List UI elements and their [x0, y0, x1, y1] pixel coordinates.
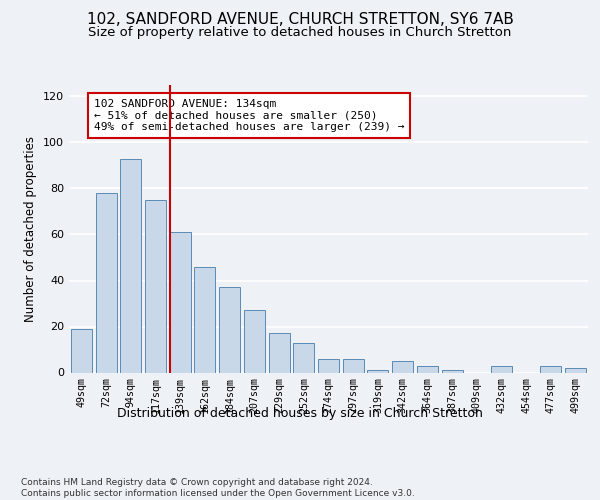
Bar	[145, 200, 166, 372]
Text: 102, SANDFORD AVENUE, CHURCH STRETTON, SY6 7AB: 102, SANDFORD AVENUE, CHURCH STRETTON, S…	[86, 12, 514, 28]
Bar	[244, 310, 265, 372]
Text: Distribution of detached houses by size in Church Stretton: Distribution of detached houses by size …	[117, 408, 483, 420]
Bar	[565, 368, 586, 372]
Bar	[170, 232, 191, 372]
Bar	[343, 358, 364, 372]
Bar	[541, 366, 562, 372]
Bar	[367, 370, 388, 372]
Bar	[120, 158, 141, 372]
Bar	[417, 366, 438, 372]
Text: Size of property relative to detached houses in Church Stretton: Size of property relative to detached ho…	[88, 26, 512, 39]
Bar	[95, 193, 116, 372]
Bar	[194, 266, 215, 372]
Bar	[491, 366, 512, 372]
Bar	[442, 370, 463, 372]
Bar	[269, 334, 290, 372]
Bar	[392, 361, 413, 372]
Bar	[71, 329, 92, 372]
Y-axis label: Number of detached properties: Number of detached properties	[25, 136, 37, 322]
Text: 102 SANDFORD AVENUE: 134sqm
← 51% of detached houses are smaller (250)
49% of se: 102 SANDFORD AVENUE: 134sqm ← 51% of det…	[94, 99, 404, 132]
Bar	[219, 288, 240, 372]
Text: Contains HM Land Registry data © Crown copyright and database right 2024.
Contai: Contains HM Land Registry data © Crown c…	[21, 478, 415, 498]
Bar	[293, 342, 314, 372]
Bar	[318, 358, 339, 372]
